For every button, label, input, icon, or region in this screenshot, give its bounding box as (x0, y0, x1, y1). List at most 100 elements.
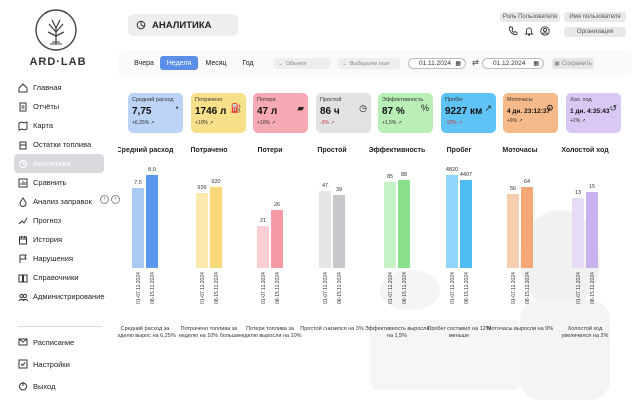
kpi-card[interactable]: Потери 47 л +10% ↗ ▰ (253, 93, 308, 133)
kpi-card[interactable]: Пробег 9227 км -12% ↗ ↗ (441, 93, 496, 133)
sidebar-item-home[interactable]: Главная (14, 78, 104, 97)
sidebar-item-label: Сравнить (33, 178, 67, 187)
kpi-title: Потери (257, 97, 276, 103)
sidebar-item-label: Карта (33, 121, 54, 130)
chart-group-title: Моточасы (502, 147, 537, 154)
sidebar-item-history[interactable]: История (14, 230, 104, 249)
period-year[interactable]: Год (242, 59, 254, 67)
kpi-delta: +10% ↗ (195, 120, 214, 126)
page-title-text: АНАЛИТИКА (152, 19, 212, 31)
kpi-card[interactable]: Потрачено 1746 л +10% ↗ ⛽ (191, 93, 246, 133)
sidebar-item-settings[interactable]: Настройки (14, 353, 104, 375)
chart-bar (586, 192, 598, 268)
chart-caption-line: неделю вырос на 6,25% (118, 333, 176, 339)
kpi-value: 87 % (382, 106, 405, 117)
chart-date-label: 08-15.11.2024 (150, 272, 156, 304)
sidebar-item-forecast[interactable]: Прогноз (14, 211, 104, 230)
calendar-icon: ▦ (455, 61, 461, 67)
sidebar-item-analytics[interactable]: Аналитика (14, 154, 104, 173)
admin-icon (18, 292, 28, 302)
chart-data-label: 85 (387, 174, 393, 180)
chevron-right-icon[interactable]: › (111, 195, 120, 204)
chart-caption-line: на 1,5% (387, 333, 407, 339)
sidebar-item-logout[interactable]: Выход (14, 375, 104, 397)
sidebar-item-label: Остатки топлива (33, 140, 92, 149)
kpi-title: Хол. ход (570, 97, 592, 103)
chart-bar (572, 198, 584, 268)
user-avatar-icon[interactable] (540, 26, 550, 36)
chart-data-label: 15 (589, 184, 595, 190)
phone-icon[interactable] (508, 26, 518, 36)
kpi-delta: +9% ↗ (507, 118, 523, 124)
kpi-value: 1 дн. 4:35:43 (570, 108, 610, 115)
gauge-icon: ◔ (173, 103, 179, 113)
kpi-value: 4 дн. 23:12:37 (507, 108, 551, 115)
chart-data-label: 88 (401, 172, 407, 178)
kpi-value: 47 л (257, 106, 278, 117)
chart-bar (521, 187, 533, 268)
date-from-input[interactable]: 01.11.2024 ▦ (408, 58, 466, 69)
sidebar-item-compare[interactable]: Сравнить (14, 173, 104, 192)
chart-date-label: 08-15.11.2024 (337, 272, 343, 304)
type-select[interactable]: ⌄ Выберите тип (338, 58, 400, 69)
kpi-card[interactable]: Средний расход 7,75 +6,25% ↗ ◔ (128, 93, 183, 133)
save-button[interactable]: ▣ Сохранить (552, 58, 594, 69)
sidebar: ARD·LAB Главная Отчёты Карта Остатки топ… (0, 0, 120, 400)
calendar-icon: ▦ (533, 61, 539, 67)
kpi-card[interactable]: Моточасы 4 дн. 23:12:37 +9% ↗ ⚙ (503, 93, 558, 133)
kpi-card[interactable]: Хол. ход 1 дн. 4:35:43 +2% ↗ ↺ (566, 93, 621, 133)
swap-dates-icon[interactable]: ⇄ (472, 58, 479, 67)
sidebar-item-label: Анализ заправок (33, 197, 92, 206)
period-week[interactable]: Неделя (160, 56, 198, 70)
sidebar-divider (18, 326, 102, 327)
logo-text: ARD·LAB (29, 56, 87, 68)
period-yesterday[interactable]: Вчера (134, 59, 154, 67)
sidebar-item-schedule[interactable]: Расписание (14, 331, 104, 353)
chart-caption-line: Потери топлива за (246, 326, 295, 332)
chart-date-label: 08-15.11.2024 (402, 272, 408, 304)
kpi-delta: +1,5% ↗ (382, 120, 402, 126)
organization-badge[interactable]: Организация (564, 27, 626, 37)
period-month[interactable]: Месяц (205, 59, 227, 67)
chevron-left-icon[interactable]: ‹ (100, 195, 109, 204)
book-icon (18, 273, 28, 283)
sidebar-item-fuel[interactable]: Остатки топлива (14, 135, 104, 154)
sidebar-item-reports[interactable]: Отчёты (14, 97, 104, 116)
settings-icon (18, 359, 28, 369)
kpi-card[interactable]: Эффективность 87 % +1,5% ↗% (378, 93, 433, 133)
user-name-badge[interactable]: Имя пользователя (564, 12, 626, 22)
chart-bar (460, 180, 472, 268)
chart-data-label: 8,0 (148, 167, 156, 173)
chart-bar (196, 193, 208, 268)
sidebar-item-books[interactable]: Справочники (14, 268, 104, 287)
chart-bar (271, 210, 283, 268)
kpi-card[interactable]: Простой 86 ч -3% ↗ ◷ (316, 93, 371, 133)
chart-data-label: 56 (510, 186, 516, 192)
kpi-value: 7,75 (132, 106, 152, 117)
sidebar-item-label: Выход (33, 381, 56, 391)
date-to-input[interactable]: 01.12.2024 ▦ (482, 58, 544, 69)
kpi-value: 86 ч (320, 106, 340, 117)
chart-caption: Холостой ход увеличился на 2% (562, 325, 609, 339)
chevron-down-icon: ⌄ (278, 60, 283, 67)
chart-caption-line: неделю на 10% больше (179, 333, 240, 339)
chart-caption-line: меньше (449, 333, 469, 339)
object-select-placeholder: Объект (285, 60, 307, 67)
sidebar-item-violations[interactable]: Нарушения (14, 249, 104, 268)
bell-icon[interactable] (524, 26, 534, 36)
sidebar-item-admin[interactable]: Администрирование (14, 287, 105, 306)
sidebar-item-map[interactable]: Карта (14, 116, 104, 135)
chart-group-title: Потери (257, 147, 282, 154)
kpi-title: Пробег (445, 97, 464, 103)
kpi-title: Средний расход (132, 97, 174, 103)
sidebar-item-refuel[interactable]: Анализ заправок (14, 192, 104, 211)
chart-data-label: 21 (260, 218, 266, 224)
chart-caption-line: Эффективность выросла (365, 326, 431, 332)
object-select[interactable]: ⌄ Объект (274, 58, 330, 69)
save-button-label: Сохранить (561, 60, 592, 67)
page-title: АНАЛИТИКА (128, 14, 238, 36)
logo-tree-icon (35, 9, 77, 51)
report-icon (18, 102, 28, 112)
chart-caption-line: Моточасы выросли на 9% (487, 326, 553, 332)
violation-icon (18, 254, 28, 264)
